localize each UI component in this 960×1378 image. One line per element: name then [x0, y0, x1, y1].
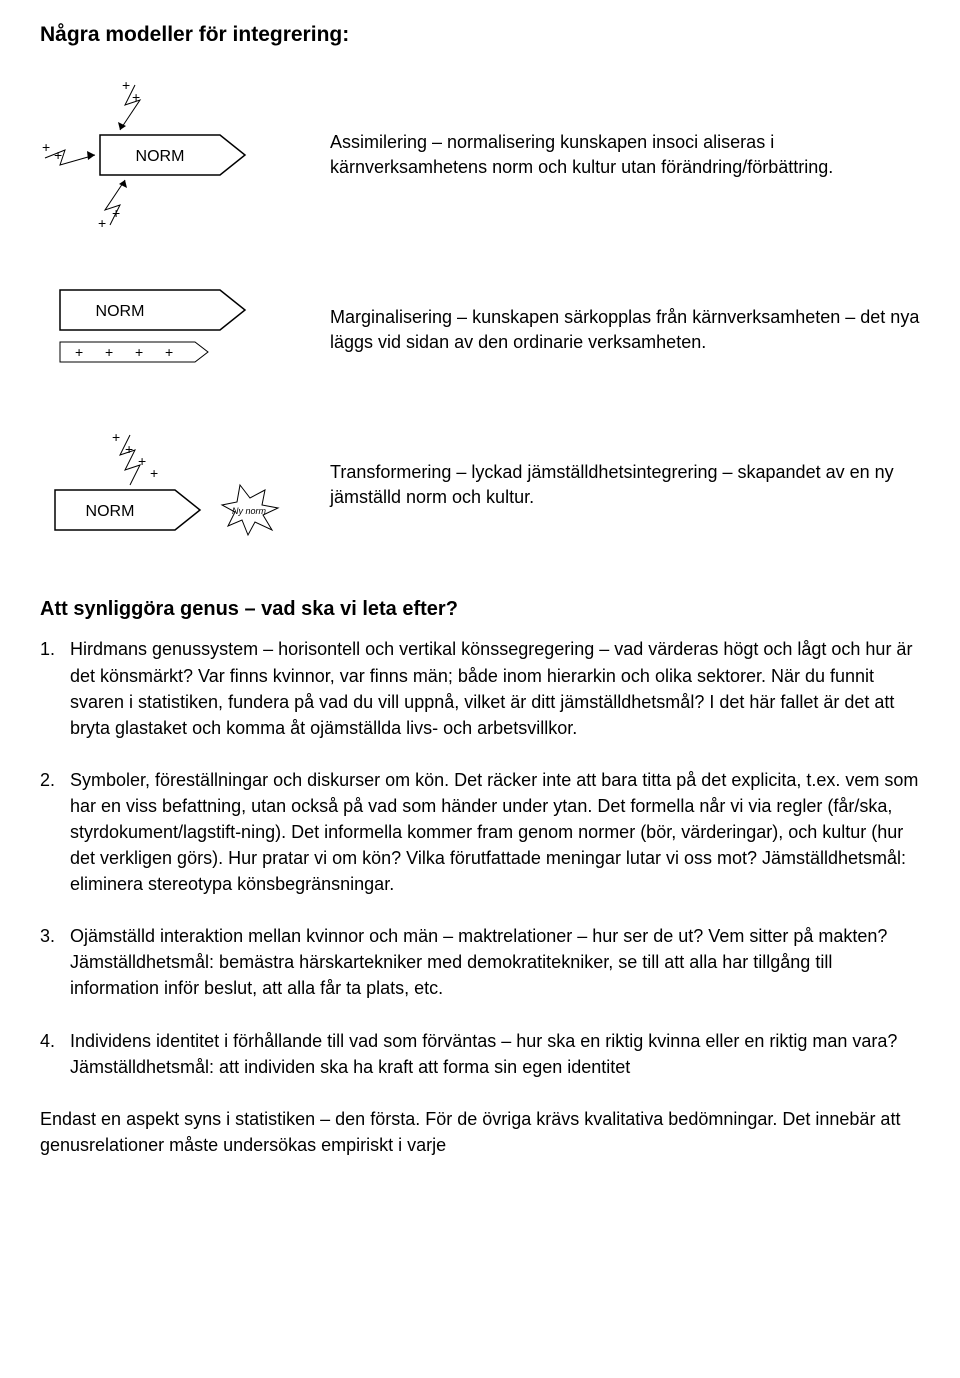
diagram-transformation: + + + + NORM Ny norm [40, 430, 320, 540]
heading-models: Några modeller för integrering: [40, 20, 920, 50]
svg-text:+: + [165, 344, 173, 360]
norm-label: NORM [96, 303, 145, 320]
list-item: Symboler, föreställningar och diskurser … [40, 767, 920, 897]
norm-label: NORM [86, 503, 135, 520]
svg-text:+: + [54, 147, 62, 163]
model-assimilation: NORM + + + + + + Assimilering – normalis… [40, 80, 920, 230]
svg-text:+: + [75, 344, 83, 360]
norm-label: NORM [136, 148, 185, 165]
list-item: Hirdmans genussystem – horisontell och v… [40, 636, 920, 740]
svg-text:+: + [42, 139, 50, 155]
ny-norm-label: Ny norm [232, 506, 267, 516]
svg-text:+: + [132, 89, 140, 105]
diagram-assimilation: NORM + + + + + + [40, 80, 320, 230]
svg-text:+: + [125, 441, 133, 457]
svg-text:+: + [105, 344, 113, 360]
model-marginalisation: NORM + + + + Marginalisering – kunskapen… [40, 280, 920, 380]
model-transformation: + + + + NORM Ny norm Transformering – ly… [40, 430, 920, 540]
list-item: Ojämställd interaktion mellan kvinnor oc… [40, 923, 920, 1001]
desc-transformation: Transformering – lyckad jämställdhetsint… [320, 460, 920, 510]
svg-text:+: + [98, 215, 106, 230]
svg-text:+: + [138, 453, 146, 469]
desc-marginalisation: Marginalisering – kunskapen särkopplas f… [320, 305, 920, 355]
genus-list: Hirdmans genussystem – horisontell och v… [40, 636, 920, 1079]
svg-text:+: + [112, 205, 120, 221]
tail-paragraph: Endast en aspekt syns i statistiken – de… [40, 1106, 920, 1158]
svg-text:+: + [150, 465, 158, 481]
diagram-marginalisation: NORM + + + + [40, 280, 320, 380]
list-item: Individens identitet i förhållande till … [40, 1028, 920, 1080]
svg-text:+: + [135, 344, 143, 360]
svg-text:+: + [112, 430, 120, 445]
heading-genus: Att synliggöra genus – vad ska vi leta e… [40, 595, 920, 624]
svg-text:+: + [122, 80, 130, 93]
desc-assimilation: Assimilering – normalisering kunskapen i… [320, 130, 920, 180]
